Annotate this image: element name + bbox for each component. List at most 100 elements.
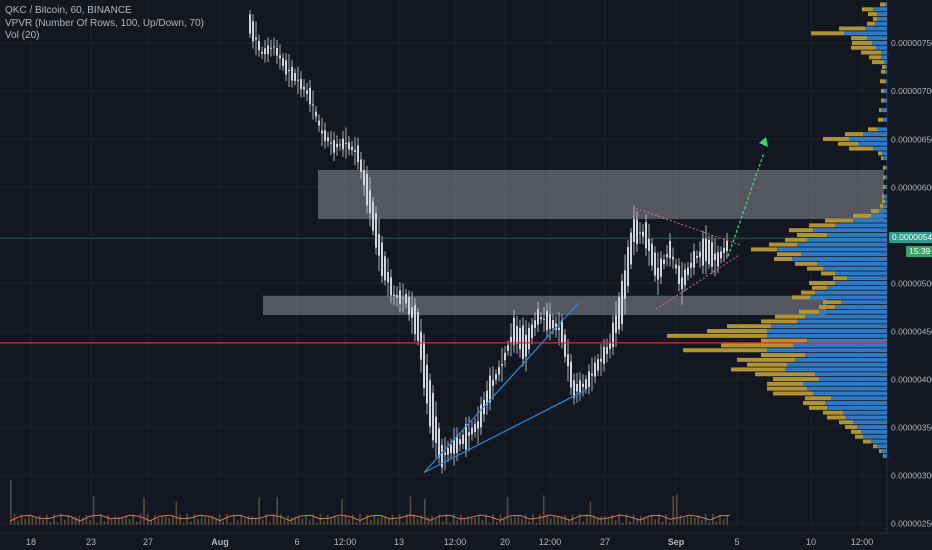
volume-bar-6: [31, 516, 34, 525]
projection-arrow-head: [759, 137, 768, 147]
vp-down-bar-5: [839, 26, 865, 31]
volume-bar-110: [406, 514, 408, 525]
candle-body: [324, 130, 326, 142]
vp-up-bar-18: [881, 108, 887, 113]
volume-bar-149: [546, 514, 548, 525]
volume-bar-129: [474, 517, 476, 525]
volume-bar-58: [218, 514, 221, 525]
vp-down-bar-13: [882, 64, 885, 69]
candle-body: [600, 358, 602, 362]
volume-bar-33: [128, 519, 131, 525]
vp-up-bar-79: [861, 429, 887, 434]
volume-bar-143: [524, 514, 527, 525]
vp-down-bar-35: [825, 218, 853, 223]
candle-body: [714, 253, 716, 261]
volume-bar-101: [373, 515, 376, 525]
volume-legend[interactable]: Vol (20): [5, 30, 40, 41]
vp-up-bar-16: [884, 88, 887, 93]
candle-body: [609, 342, 611, 349]
vp-up-bar-19: [883, 117, 887, 122]
vp-up-bar-49: [827, 285, 887, 290]
candle-body: [249, 14, 251, 34]
candle-body: [675, 264, 677, 269]
candle-body: [462, 434, 464, 444]
resistance-zone-1: [263, 295, 826, 315]
vp-down-bar-36: [809, 223, 835, 228]
vp-down-bar-57: [727, 324, 771, 329]
vp-down-bar-28: [883, 175, 885, 180]
x-tick-label-3: Aug: [211, 537, 229, 547]
candle-body: [540, 317, 542, 320]
volume-bar-59: [222, 520, 224, 525]
vp-up-bar-77: [853, 420, 887, 425]
candle-body: [420, 331, 422, 360]
volume-bar-164: [600, 516, 602, 525]
candle-body: [339, 144, 341, 146]
candle-body: [627, 247, 629, 286]
volume-bar-160: [586, 514, 588, 525]
vp-up-bar-57: [771, 324, 887, 329]
vp-up-bar-2: [877, 12, 887, 17]
volume-bar-169: [618, 514, 620, 525]
volume-bar-137: [503, 519, 505, 525]
vp-up-bar-83: [881, 449, 887, 454]
volume-bar-150: [550, 518, 552, 525]
volume-bar-22: [89, 520, 91, 525]
volume-bar-57: [215, 518, 217, 525]
candle-body: [417, 312, 419, 341]
volume-bar-198: [722, 519, 725, 525]
candle-body: [588, 371, 590, 388]
vp-down-bar-66: [731, 367, 785, 372]
candle-body: [438, 428, 440, 458]
y-tick-label-3: 0.00000600: [891, 182, 932, 192]
vp-up-bar-29: [885, 184, 887, 189]
vp-down-bar-16: [881, 88, 884, 93]
vp-down-bar-64: [737, 357, 795, 362]
volume-bar-14: [60, 514, 62, 525]
candle-body: [459, 439, 461, 445]
candle-body: [492, 380, 494, 386]
vp-up-bar-48: [835, 281, 887, 286]
candle-body: [411, 307, 413, 318]
y-tick-label-8: 0.00000350: [891, 422, 932, 432]
volume-bar-161: [589, 501, 592, 525]
candle-body: [507, 345, 509, 351]
candle-body: [702, 238, 704, 266]
vp-up-bar-44: [817, 261, 887, 266]
vp-up-bar-22: [849, 136, 887, 141]
vp-up-bar-32: [883, 204, 887, 209]
chart-legend: QKC / Bitcoin, 60, BINANCE VPVR (Number …: [5, 5, 204, 43]
candle-body: [660, 258, 662, 277]
vp-up-bar-5: [865, 26, 887, 31]
vp-down-bar-54: [799, 309, 819, 314]
candle-body: [519, 327, 521, 350]
volume-bar-157: [575, 521, 577, 525]
vp-down-bar-74: [809, 405, 827, 410]
vp-down-bar-6: [811, 31, 844, 36]
vp-down-bar-65: [747, 362, 787, 367]
vp-up-bar-1: [873, 7, 887, 12]
volume-bar-27: [107, 514, 109, 525]
vp-down-bar-75: [823, 410, 843, 415]
vp-down-bar-25: [878, 151, 882, 156]
volume-bar-51: [193, 514, 196, 525]
vp-down-bar-21: [845, 132, 863, 137]
vp-up-bar-20: [877, 127, 887, 132]
candle-body: [471, 427, 473, 435]
volume-bar-193: [704, 514, 707, 525]
vp-up-bar-41: [777, 247, 887, 252]
volume-bar-197: [719, 514, 721, 525]
volume-bar-191: [697, 514, 700, 525]
volume-bar-102: [377, 517, 379, 525]
vp-up-bar-28: [885, 175, 887, 180]
symbol-legend[interactable]: QKC / Bitcoin, 60, BINANCE: [5, 5, 132, 16]
y-tick-label-10: 0.00000250: [891, 518, 932, 528]
candle-body: [657, 267, 659, 280]
candle-body: [669, 241, 671, 259]
candle-body: [516, 325, 518, 344]
vp-down-bar-12: [872, 60, 884, 65]
volume-bar-41: [157, 518, 160, 525]
vpvr-legend[interactable]: VPVR (Number Of Rows, 100, Up/Down, 70): [5, 17, 204, 29]
